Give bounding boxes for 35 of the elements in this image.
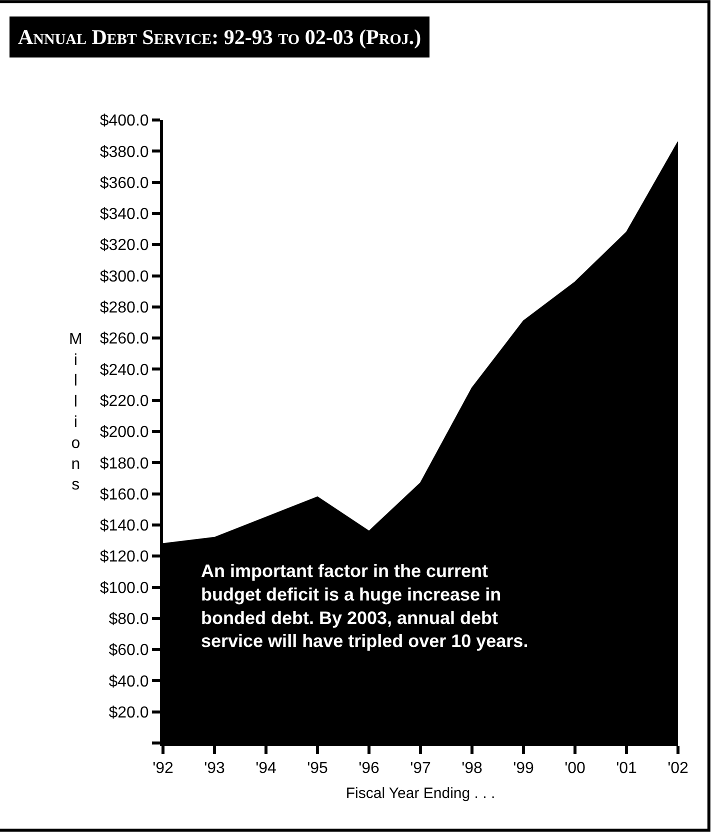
y-tick-label: $380.0	[100, 144, 149, 161]
y-tick-label: $400.0	[100, 112, 149, 130]
x-axis-title: Fiscal Year Ending . . .	[346, 785, 496, 802]
chart-title: Annual Debt Service: 92-93 to 02-03 (Proj.)	[18, 25, 422, 49]
x-tick-label: '96	[358, 760, 380, 778]
x-tick-label: '99	[513, 760, 534, 778]
y-tick-label: $200.0	[100, 424, 149, 442]
y-tick-label: $260.0	[100, 330, 149, 348]
x-tick-label: '93	[204, 760, 226, 778]
y-tick-label: $180.0	[100, 455, 149, 472]
x-tick-label: '94	[256, 760, 277, 778]
y-tick-label: $280.0	[100, 300, 149, 316]
y-axis-title: Millions	[69, 331, 82, 494]
y-tick-label: $360.0	[100, 174, 149, 192]
y-tick-label: $80.0	[108, 611, 149, 628]
y-tick-label: $140.0	[100, 518, 149, 535]
y-tick-label: $340.0	[100, 206, 149, 224]
x-tick-label: '01	[616, 760, 638, 778]
x-tick-label: '02	[668, 760, 689, 778]
x-tick-label: '98	[462, 760, 483, 778]
x-tick-label: '97	[410, 760, 432, 778]
y-tick-label: $300.0	[100, 268, 149, 286]
y-tick-label: $60.0	[108, 642, 149, 660]
x-tick-label: '92	[152, 760, 174, 778]
annotation: An important factor in the current budget deficit is a huge increase in bonded debt. By 2003, annual debt service will have tripled over 10 years.	[201, 561, 528, 652]
x-tick-label: '00	[564, 760, 586, 778]
y-tick-label: $20.0	[108, 704, 149, 722]
y-tick-label: $100.0	[100, 580, 149, 597]
y-tick-label: $220.0	[100, 392, 149, 410]
y-tick-label: $320.0	[100, 237, 149, 254]
y-tick-label: $120.0	[100, 548, 149, 566]
x-tick-label: '95	[307, 760, 328, 778]
y-tick-label: $240.0	[100, 362, 149, 379]
y-tick-label: $40.0	[108, 673, 149, 690]
y-tick-label: $160.0	[100, 486, 149, 504]
